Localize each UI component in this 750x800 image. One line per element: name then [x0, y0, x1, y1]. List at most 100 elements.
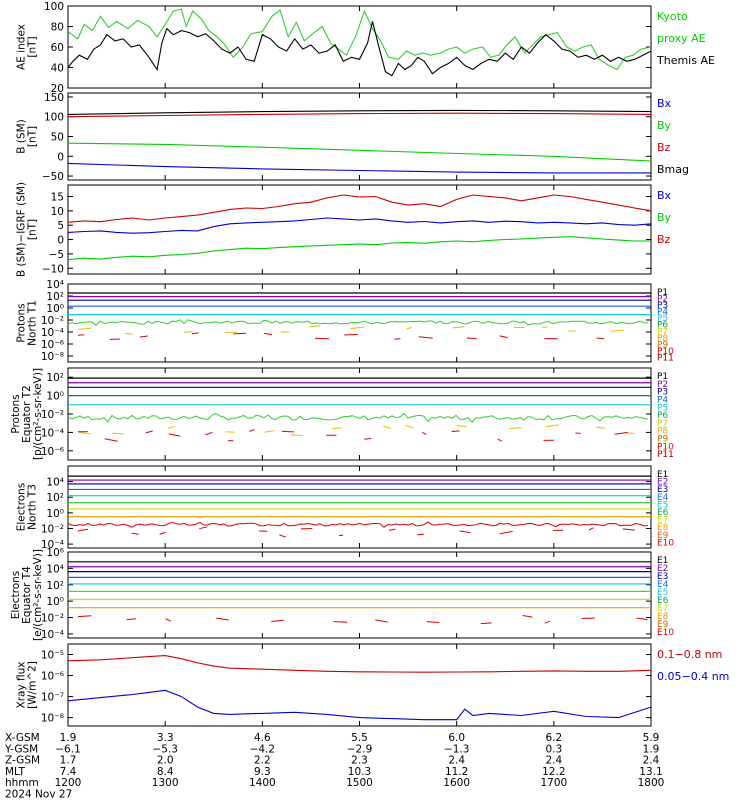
xaxis-row-value: 3.3: [157, 732, 174, 744]
pnorth-legend-entry: P2: [657, 295, 668, 305]
xaxis-row-value: 8.4: [157, 766, 174, 778]
ae-series-kyoto-proxy-ae: [68, 8, 651, 71]
enorth-frame: [67, 465, 652, 549]
ae-ytick-label: 60: [51, 42, 64, 54]
xaxis-row-value: 2.3: [351, 755, 368, 767]
xray-ytick-label: 10⁻⁶: [41, 671, 64, 683]
pequator-ytick-label: 10²: [46, 372, 64, 384]
xaxis-row-value: −4.2: [250, 743, 276, 755]
xaxis-row-label: X-GSM: [5, 732, 40, 744]
xray-ytick-label: 10⁻⁵: [41, 650, 64, 662]
pnorth-ytick-label: 10⁻⁴: [41, 327, 64, 339]
xaxis-row-value: −1.3: [444, 743, 470, 755]
ae-ytick-label: 80: [51, 22, 64, 34]
eequator-ytick-label: 10⁶: [46, 547, 64, 559]
pequator-series-p6: [68, 412, 649, 423]
bsm-series-bx: [68, 162, 651, 174]
pequator-series-p10: [77, 428, 628, 442]
xaxis-row-value: 11.2: [445, 766, 468, 778]
xray-ylabel: Xray flux[W/m^2]: [16, 661, 39, 709]
pnorth-legend-entry: P9: [657, 340, 668, 350]
enorth-legend-entry: E1: [657, 470, 668, 480]
xaxis-row-value: 1200: [55, 777, 82, 789]
bigrf-legend-entry: Bz: [657, 233, 671, 246]
bsm-series-bz: [68, 112, 651, 118]
enorth-ylabel: ElectronsNorth T3: [16, 483, 39, 532]
eequator-frame: [67, 551, 652, 639]
pnorth-ylabel: ProtonsNorth T1: [16, 300, 39, 346]
pnorth-series-p8: [77, 325, 624, 335]
ae-legend-entry: Themis AE: [656, 54, 715, 67]
pnorth-series-p6: [68, 319, 649, 326]
pequator-ytick-label: 10⁰: [46, 391, 64, 403]
eequator-legend-entry: E10: [657, 628, 674, 638]
bigrf-series-bx: [68, 217, 651, 234]
enorth-series-e9: [68, 521, 649, 528]
bsm-legend-entry: Bmag: [657, 163, 689, 176]
bigrf-ytick-label: 10: [51, 206, 64, 218]
enorth-ytick-label: 10⁻⁴: [41, 539, 64, 551]
xaxis-row-value: 2.4: [643, 755, 660, 767]
eequator-ytick-label: 10⁻⁴: [41, 629, 64, 641]
pequator-legend-entry: P3: [657, 388, 668, 398]
xray-legend-entry: 0.1−0.8 nm: [657, 648, 722, 661]
pequator-legend-entry: P7: [657, 419, 668, 429]
eequator-ytick-label: 10⁰: [46, 596, 64, 608]
xaxis-row-value: −2.9: [347, 743, 373, 755]
pequator-legend-entry: P4: [657, 395, 668, 405]
xaxis-row-value: 7.4: [60, 766, 77, 778]
eequator-legend-entry: E9: [657, 620, 669, 630]
pnorth-legend-entry: P8: [657, 334, 668, 344]
enorth-ytick-label: 10⁰: [46, 508, 64, 520]
bsm-ytick-label: 0: [57, 151, 64, 163]
enorth-ytick-label: 10²: [46, 492, 64, 504]
enorth-series-e10: [77, 526, 635, 538]
eequator-legend-entry: E2: [657, 564, 668, 574]
bigrf-series-by: [68, 236, 651, 261]
xaxis-row-label: hhmm: [5, 777, 39, 789]
pnorth-ytick-label: 10⁰: [46, 303, 64, 315]
eequator-legend-entry: E5: [657, 588, 668, 598]
pequator-ytick-label: 10⁻⁴: [41, 427, 64, 439]
xaxis-row-value: −5.3: [152, 743, 178, 755]
pequator-legend-entry: P6: [657, 411, 668, 421]
ae-frame: [67, 5, 652, 89]
enorth-ytick-label: 10⁻²: [41, 523, 64, 535]
pnorth-legend-entry: P4: [657, 308, 668, 318]
pnorth-legend-entry: P3: [657, 301, 668, 311]
eequator-legend-entry: E7: [657, 604, 668, 614]
xaxis-row-value: 4.6: [254, 732, 271, 744]
xaxis-row-value: 5.5: [351, 732, 368, 744]
xaxis-row-value: 2.4: [545, 755, 562, 767]
eequator-legend-entry: E6: [657, 596, 669, 606]
xaxis-row-value: 9.3: [254, 766, 271, 778]
eequator-ytick-label: 10⁻²: [41, 613, 64, 625]
xaxis-row-value: −6.1: [55, 743, 81, 755]
enorth-legend-entry: E4: [657, 493, 669, 503]
xaxis-row-value: 5.9: [643, 732, 660, 744]
ae-ytick-label: 40: [51, 63, 64, 75]
bsm-series-bmag: [68, 109, 651, 115]
xaxis-row-value: 2.0: [157, 755, 174, 767]
xaxis-row-label: MLT: [5, 766, 25, 778]
eequator-legend-entry: E1: [657, 556, 668, 566]
pequator-legend-entry: P10: [657, 442, 674, 452]
pnorth-legend-entry: P7: [657, 327, 668, 337]
ae-series-themis-ae: [68, 21, 651, 77]
bsm-ytick-label: −50: [42, 171, 64, 183]
pequator-ylabel: ProtonsEquator T2[p/(cm²-s-sr-keV)]: [10, 368, 44, 460]
xaxis-row-value: 13.1: [639, 766, 662, 778]
enorth-legend-entry: E8: [657, 523, 669, 533]
bigrf-series-bz: [68, 194, 651, 223]
pequator-ytick-label: 10⁻⁶: [41, 446, 64, 458]
xaxis-row-label: Z-GSM: [5, 755, 40, 767]
xaxis-row-value: 1800: [638, 777, 665, 789]
enorth-legend-entry: E9: [657, 531, 669, 541]
xaxis-row-value: 1.9: [643, 743, 660, 755]
bsm-ytick-label: 100: [44, 112, 64, 124]
pequator-legend-entry: P5: [657, 403, 668, 413]
ae-ylabel: AE index[nT]: [16, 24, 39, 70]
pnorth-ytick-label: 10⁻⁸: [41, 351, 64, 363]
pnorth-ytick-label: 10²: [46, 291, 64, 303]
